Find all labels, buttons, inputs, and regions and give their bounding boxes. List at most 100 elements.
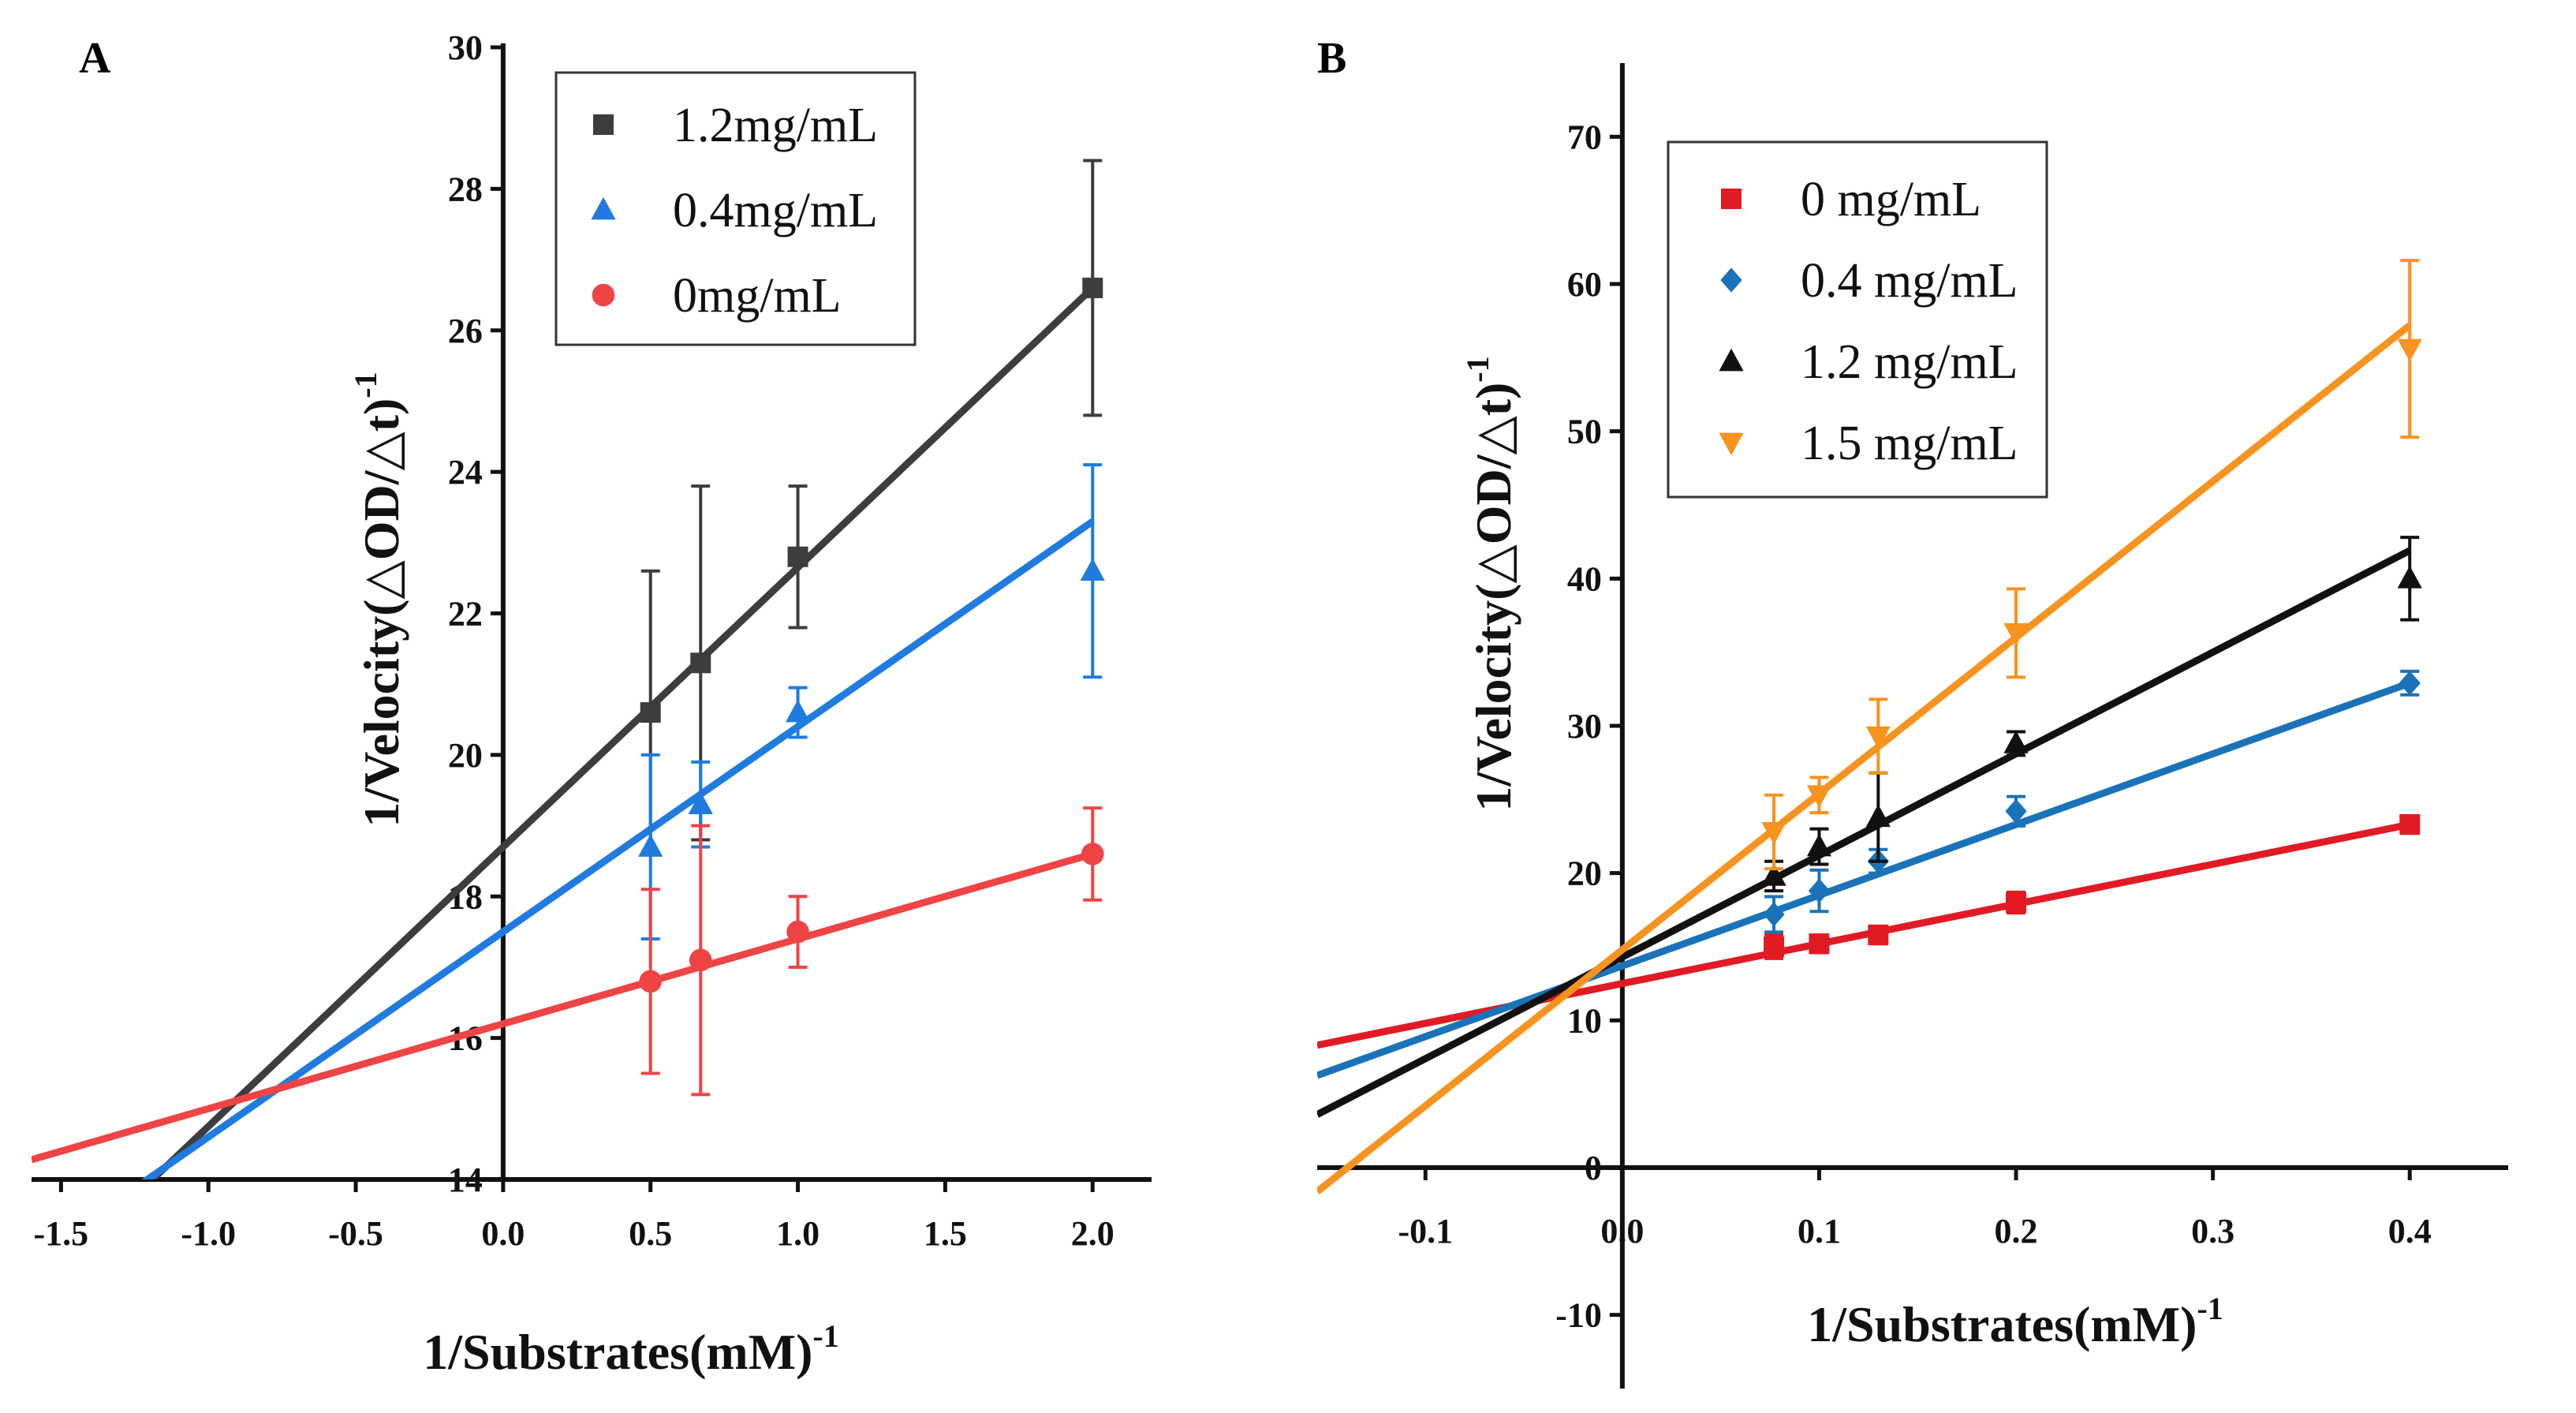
y-tick-label: 0 — [1585, 1149, 1602, 1187]
x-tick-label: 0.0 — [1600, 1212, 1644, 1250]
data-point-0-4mg-ml — [785, 699, 811, 723]
series-0mg-ml — [32, 850, 1094, 1164]
panel-b-letter: B — [1317, 34, 1346, 83]
panel-b-legend: 0 mg/mL 0.4 mg/mL 1.2 mg/mL 1.5 mg/mL — [1667, 140, 2048, 499]
fit-line-1-5-mg-ml — [1317, 322, 2413, 1194]
series-1-2-mg-ml — [1317, 547, 2412, 1118]
x-tick-label: -1.0 — [181, 1214, 236, 1253]
fit-line-1-2-mg-ml — [1317, 547, 2412, 1118]
y-tick-label: 60 — [1567, 265, 1602, 304]
legend-label-0-mg-ml: 0 mg/mL — [1801, 173, 1981, 226]
legend-marker-0-4-mg-ml — [1720, 267, 1742, 293]
data-point-1-2mg-ml — [787, 546, 808, 567]
legend-box — [554, 71, 917, 346]
data-point-1-5-mg-ml — [2397, 338, 2422, 362]
x-tick-label: 1.5 — [924, 1214, 967, 1253]
data-point-0-4mg-ml — [688, 791, 713, 815]
legend-label-1-5-mg-ml: 1.5 mg/mL — [1801, 417, 2018, 470]
y-tick-label: 70 — [1567, 118, 1602, 156]
data-point-0-mg-ml — [2399, 814, 2421, 835]
panel-b-axes: -0.1 0.0 0.1 0.2 0.3 0.4 -10 0 10 20 30 40 50 60 70 1/S… — [1317, 63, 2508, 1389]
y-tick-label: 26 — [448, 312, 483, 350]
y-tick-label: 24 — [448, 453, 483, 492]
x-axis-title: 1/Substrates(mM)-1 — [1807, 1291, 2223, 1352]
y-tick-label: 10 — [1567, 1001, 1602, 1040]
panel-a-plot: -1.5-1.0-0.50.00.51.01.52.01416182022242… — [32, 28, 1152, 1380]
series-0-4mg-ml — [141, 518, 1095, 1179]
legend-label-1-2mg-ml: 1.2mg/mL — [673, 99, 878, 152]
data-point-0-mg-ml — [1809, 933, 1830, 955]
panel-a-letter: A — [79, 34, 111, 83]
x-tick-label: 0.3 — [2191, 1212, 2234, 1250]
panel-b-points — [1761, 259, 2422, 960]
data-point-0-4-mg-ml — [2005, 798, 2027, 824]
panel-a-axes: -1.5-1.0-0.50.00.51.01.52.01416182022242… — [32, 28, 1152, 1380]
data-point-0-4-mg-ml — [1808, 878, 1831, 903]
y-axis-title: 1/Velocity(△OD/△t)-1 — [1460, 356, 1521, 811]
y-axis-title: 1/Velocity(△OD/△t)-1 — [348, 372, 409, 827]
y-tick-label: -10 — [1555, 1296, 1602, 1335]
panel-a: A -1.5-1.0-0.50.00.51.01.52.014161820222… — [32, 28, 1152, 1380]
data-point-0-mg-ml — [1868, 925, 1889, 946]
data-point-0mg-ml — [1081, 843, 1104, 865]
data-point-0mg-ml — [689, 948, 712, 972]
x-tick-label: 0.1 — [1798, 1212, 1841, 1250]
fit-line-1-2mg-ml — [147, 285, 1096, 1179]
legend-marker-1-2-mg-ml — [1719, 348, 1744, 372]
data-point-1-2-mg-ml — [1865, 804, 1891, 828]
x-axis-title-sup: -1 — [812, 1318, 838, 1354]
series-1-2mg-ml — [147, 285, 1096, 1179]
data-point-0-mg-ml — [2006, 892, 2027, 913]
data-point-1-2mg-ml — [1082, 277, 1103, 298]
y-tick-label: 22 — [448, 595, 483, 634]
x-axis-title-sup: -1 — [2197, 1291, 2223, 1326]
legend-marker-1-5-mg-ml — [1719, 432, 1744, 456]
x-tick-label: 0.0 — [481, 1214, 525, 1253]
fit-line-0-mg-ml — [1317, 821, 2411, 1049]
panel-a-series — [32, 285, 1096, 1179]
legend-label-0mg-ml: 0mg/mL — [673, 269, 842, 323]
y-axis-title-sup: -1 — [348, 372, 383, 398]
y-tick-label: 20 — [1567, 854, 1602, 893]
x-tick-label: 2.0 — [1071, 1214, 1114, 1253]
data-point-1-2mg-ml — [690, 652, 711, 674]
legend-label-1-2-mg-ml: 1.2 mg/mL — [1801, 335, 2018, 389]
y-tick-label: 14 — [448, 1161, 483, 1199]
panel-b-series — [1317, 322, 2413, 1194]
x-axis-title: 1/Substrates(mM)-1 — [423, 1318, 838, 1380]
data-point-1-5-mg-ml — [1761, 822, 1786, 845]
x-tick-label: 0.5 — [629, 1214, 672, 1253]
data-point-1-2-mg-ml — [2003, 731, 2029, 753]
legend-marker-0-4mg-ml — [591, 196, 616, 220]
legend-marker-1-2mg-ml — [593, 114, 614, 135]
fit-line-0-4-mg-ml — [1317, 679, 2411, 1079]
data-point-0-4-mg-ml — [2399, 671, 2421, 696]
legend-marker-0mg-ml — [592, 283, 615, 307]
data-point-0-mg-ml — [1764, 936, 1785, 957]
x-tick-label: 0.4 — [2388, 1212, 2432, 1250]
y-tick-label: 30 — [448, 28, 483, 67]
panel-a-legend: 1.2mg/mL 0.4mg/mL 0mg/mL — [554, 71, 917, 346]
data-point-1-5-mg-ml — [1806, 785, 1832, 808]
x-tick-label: -0.1 — [1398, 1212, 1453, 1250]
fit-line-0mg-ml — [32, 850, 1094, 1164]
data-point-1-2-mg-ml — [2397, 566, 2422, 589]
panel-b: B -0.1 0.0 0.1 0.2 0.3 0.4 -10 0 10 20 30 40 50 60 70 1… — [1317, 34, 2508, 1389]
panel-a-points — [638, 159, 1105, 1097]
data-point-0-4-mg-ml — [1763, 902, 1785, 927]
series-1-5-mg-ml — [1317, 322, 2413, 1194]
fit-line-0-4mg-ml — [141, 518, 1095, 1179]
series-0-4-mg-ml — [1317, 679, 2411, 1079]
legend-label-0-4-mg-ml: 0.4 mg/mL — [1801, 254, 2018, 308]
x-tick-label: 1.0 — [776, 1214, 819, 1253]
series-0-mg-ml — [1317, 821, 2411, 1049]
data-point-1-2-mg-ml — [1761, 863, 1786, 886]
y-tick-label: 20 — [448, 736, 483, 775]
data-point-0mg-ml — [639, 970, 663, 993]
data-point-0-4mg-ml — [638, 834, 663, 857]
y-tick-label: 40 — [1567, 559, 1602, 598]
data-point-0-4mg-ml — [1080, 558, 1105, 581]
data-point-0mg-ml — [786, 920, 809, 944]
y-axis-title-sup: -1 — [1460, 356, 1495, 382]
